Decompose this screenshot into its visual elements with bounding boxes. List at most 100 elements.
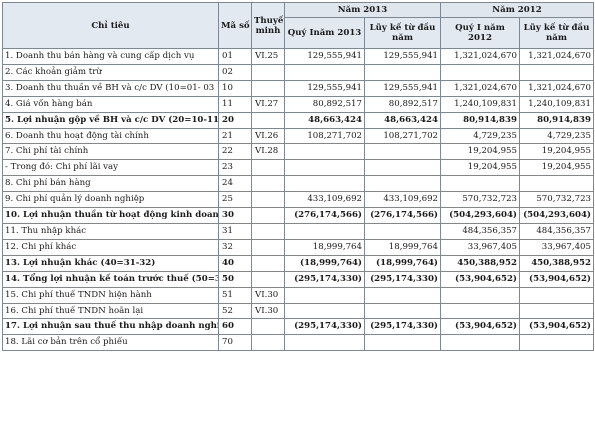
- row-ytd-2012: 80,914,839: [519, 111, 594, 129]
- row-code: 60: [218, 318, 252, 336]
- table-row: 2. Các khoản giảm trừ 02: [2, 63, 594, 81]
- header-item: Chỉ tiêu: [2, 2, 219, 49]
- row-q1-2012: [440, 175, 520, 193]
- row-ytd-2013: [364, 143, 441, 161]
- row-q1-2013: (18,999,764): [284, 254, 365, 272]
- row-q1-2013: 80,892,517: [284, 95, 365, 113]
- row-q1-2013: [284, 63, 365, 81]
- row-ytd-2012: 484,356,357: [519, 222, 594, 240]
- row-ytd-2012: [519, 63, 594, 81]
- row-ytd-2012: 19,204,955: [519, 143, 594, 161]
- table-row: 11. Thu nhập khác 31 484,356,357 484,356,35…: [2, 222, 594, 240]
- row-note: [251, 79, 285, 97]
- row-q1-2012: (53,904,652): [440, 270, 520, 288]
- row-q1-2013: [284, 334, 365, 352]
- row-q1-2013: [284, 286, 365, 304]
- row-q1-2012: 1,240,109,831: [440, 95, 520, 113]
- row-label: 18. Lãi cơ bản trên cổ phiếu: [2, 334, 219, 352]
- row-ytd-2013: [364, 159, 441, 177]
- row-ytd-2013: (295,174,330): [364, 270, 441, 288]
- row-label: - Trong đó: Chi phí lãi vay: [2, 159, 219, 177]
- table-row: 10. Lợi nhuận thuần từ hoạt động kinh do…: [2, 207, 594, 224]
- row-q1-2013: [284, 159, 365, 177]
- row-ytd-2013: (18,999,764): [364, 254, 441, 272]
- table-row: 15. Chi phí thuế TNDN hiện hành 51 VI.30: [2, 286, 594, 304]
- header-year-2013: Năm 2013: [284, 2, 441, 18]
- row-note: [251, 63, 285, 81]
- row-code: 24: [218, 175, 252, 193]
- row-q1-2013: [284, 175, 365, 193]
- table-row: 18. Lãi cơ bản trên cổ phiếu 70: [2, 334, 594, 352]
- row-ytd-2013: [364, 63, 441, 81]
- row-q1-2012: 19,204,955: [440, 159, 520, 177]
- row-q1-2013: 18,999,764: [284, 238, 365, 256]
- row-note: [251, 318, 285, 336]
- row-q1-2012: 33,967,405: [440, 238, 520, 256]
- row-q1-2012: [440, 286, 520, 304]
- table-row: 16. Chi phí thuế TNDN hoãn lại 52 VI.30: [2, 302, 594, 320]
- row-ytd-2013: 18,999,764: [364, 238, 441, 256]
- row-label: 13. Lợi nhuận khác (40=31-32): [2, 254, 219, 272]
- row-note: [251, 254, 285, 272]
- row-ytd-2012: 1,321,024,670: [519, 79, 594, 97]
- row-q1-2013: (276,174,566): [284, 207, 365, 224]
- row-label: 5. Lợi nhuận gộp về BH và c/c DV (20=10-…: [2, 111, 219, 129]
- row-label: 4. Giá vốn hàng bán: [2, 95, 219, 113]
- row-q1-2012: 4,729,235: [440, 127, 520, 145]
- row-ytd-2012: [519, 175, 594, 193]
- table-row: 9. Chi phí quản lý doanh nghiệp 25 433,109…: [2, 191, 594, 209]
- row-ytd-2013: 108,271,702: [364, 127, 441, 145]
- table-row: 5. Lợi nhuận gộp về BH và c/c DV (20=10-…: [2, 111, 594, 129]
- header-q1-2012: Quý I năm 2012: [440, 17, 520, 49]
- row-ytd-2013: [364, 302, 441, 320]
- row-q1-2012: 570,732,723: [440, 191, 520, 209]
- row-code: 51: [218, 286, 252, 304]
- row-code: 01: [218, 48, 252, 65]
- table-row: 14. Tổng lợi nhuận kế toán trước thuế (5…: [2, 270, 594, 288]
- row-label: 14. Tổng lợi nhuận kế toán trước thuế (5…: [2, 270, 219, 288]
- header-ytd-2013: Lũy kế từ đầu năm: [364, 17, 441, 49]
- row-note: VI.27: [251, 95, 285, 113]
- row-q1-2012: [440, 63, 520, 81]
- header-code: Mã số: [218, 2, 252, 49]
- row-q1-2012: 1,321,024,670: [440, 48, 520, 65]
- row-q1-2012: 19,204,955: [440, 143, 520, 161]
- row-note: [251, 175, 285, 193]
- row-ytd-2013: 129,555,941: [364, 79, 441, 97]
- row-code: 40: [218, 254, 252, 272]
- header-ytd-2012: Lũy kế từ đầu năm: [519, 17, 594, 49]
- row-code: 31: [218, 222, 252, 240]
- row-q1-2012: (504,293,604): [440, 207, 520, 224]
- row-note: [251, 191, 285, 209]
- row-label: 8. Chi phí bán hàng: [2, 175, 219, 193]
- row-ytd-2012: 570,732,723: [519, 191, 594, 209]
- row-ytd-2013: [364, 222, 441, 240]
- table-row: 4. Giá vốn hàng bán 11 VI.27 80,892,517 80,8…: [2, 95, 594, 113]
- row-ytd-2012: 19,204,955: [519, 159, 594, 177]
- row-label: 12. Chi phí khác: [2, 238, 219, 256]
- row-note: [251, 207, 285, 224]
- row-code: 52: [218, 302, 252, 320]
- table-row: - Trong đó: Chi phí lãi vay 23 19,204,955 1…: [2, 159, 594, 177]
- row-note: [251, 222, 285, 240]
- row-q1-2013: 433,109,692: [284, 191, 365, 209]
- row-label: 10. Lợi nhuận thuần từ hoạt động kinh do…: [2, 207, 219, 224]
- row-note: VI.26: [251, 127, 285, 145]
- row-ytd-2012: 1,321,024,670: [519, 48, 594, 65]
- table-row: 8. Chi phí bán hàng 24: [2, 175, 594, 193]
- row-ytd-2012: (53,904,652): [519, 318, 594, 336]
- row-note: [251, 111, 285, 129]
- row-code: 02: [218, 63, 252, 81]
- row-label: 1. Doanh thu bán hàng và cung cấp dịch v…: [2, 48, 219, 65]
- row-note: [251, 270, 285, 288]
- row-ytd-2012: 33,967,405: [519, 238, 594, 256]
- row-code: 50: [218, 270, 252, 288]
- row-note: VI.28: [251, 143, 285, 161]
- income-statement-table: Chỉ tiêu Mã số Thuyết minh Năm 2013 Năm …: [2, 2, 594, 352]
- row-code: 70: [218, 334, 252, 352]
- row-ytd-2012: [519, 334, 594, 352]
- header-note: Thuyết minh: [251, 2, 285, 49]
- row-q1-2012: [440, 302, 520, 320]
- row-q1-2012: (53,904,652): [440, 318, 520, 336]
- row-ytd-2012: [519, 302, 594, 320]
